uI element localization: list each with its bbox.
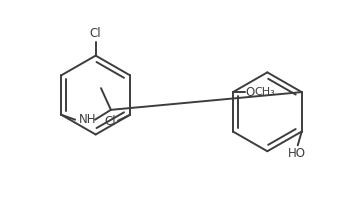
- Text: CH₃: CH₃: [255, 87, 276, 97]
- Text: Cl: Cl: [90, 27, 102, 40]
- Text: Cl: Cl: [105, 115, 116, 128]
- Text: O: O: [246, 85, 255, 98]
- Text: HO: HO: [288, 147, 306, 160]
- Text: NH: NH: [79, 113, 97, 126]
